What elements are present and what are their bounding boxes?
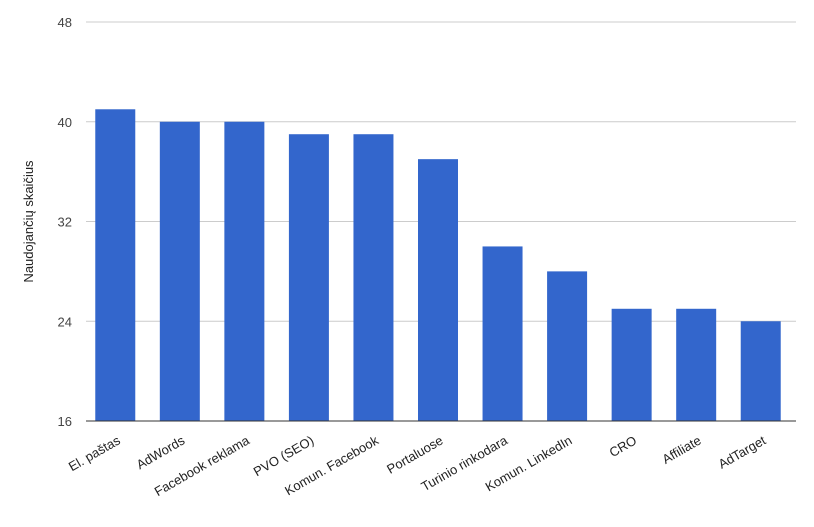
- x-tick-label: CRO: [607, 433, 640, 460]
- y-tick-label: 40: [58, 115, 72, 130]
- bar[interactable]: [676, 308, 717, 421]
- bar[interactable]: [418, 159, 458, 421]
- x-tick-label: Affiliate: [659, 433, 703, 467]
- y-tick-label: 48: [58, 15, 72, 30]
- y-tick-label: 16: [58, 414, 72, 429]
- bar[interactable]: [611, 308, 652, 421]
- x-tick-label: AdWords: [134, 432, 188, 472]
- y-axis-ticks: 16 24 32 40 48: [58, 15, 72, 429]
- bar[interactable]: [95, 109, 136, 421]
- bar[interactable]: [547, 271, 588, 421]
- bar[interactable]: [288, 134, 329, 421]
- bar[interactable]: [159, 121, 200, 421]
- y-tick-label: 24: [58, 314, 72, 329]
- bar[interactable]: [740, 321, 781, 421]
- bar[interactable]: [353, 134, 394, 421]
- x-tick-label: AdTarget: [716, 432, 769, 471]
- bar[interactable]: [482, 246, 523, 421]
- bars: [95, 109, 781, 421]
- bar[interactable]: [224, 121, 265, 421]
- x-tick-label: El. paštas: [66, 432, 123, 474]
- y-tick-label: 32: [58, 215, 72, 230]
- y-axis-title: Naudojančių skaičius: [21, 160, 36, 283]
